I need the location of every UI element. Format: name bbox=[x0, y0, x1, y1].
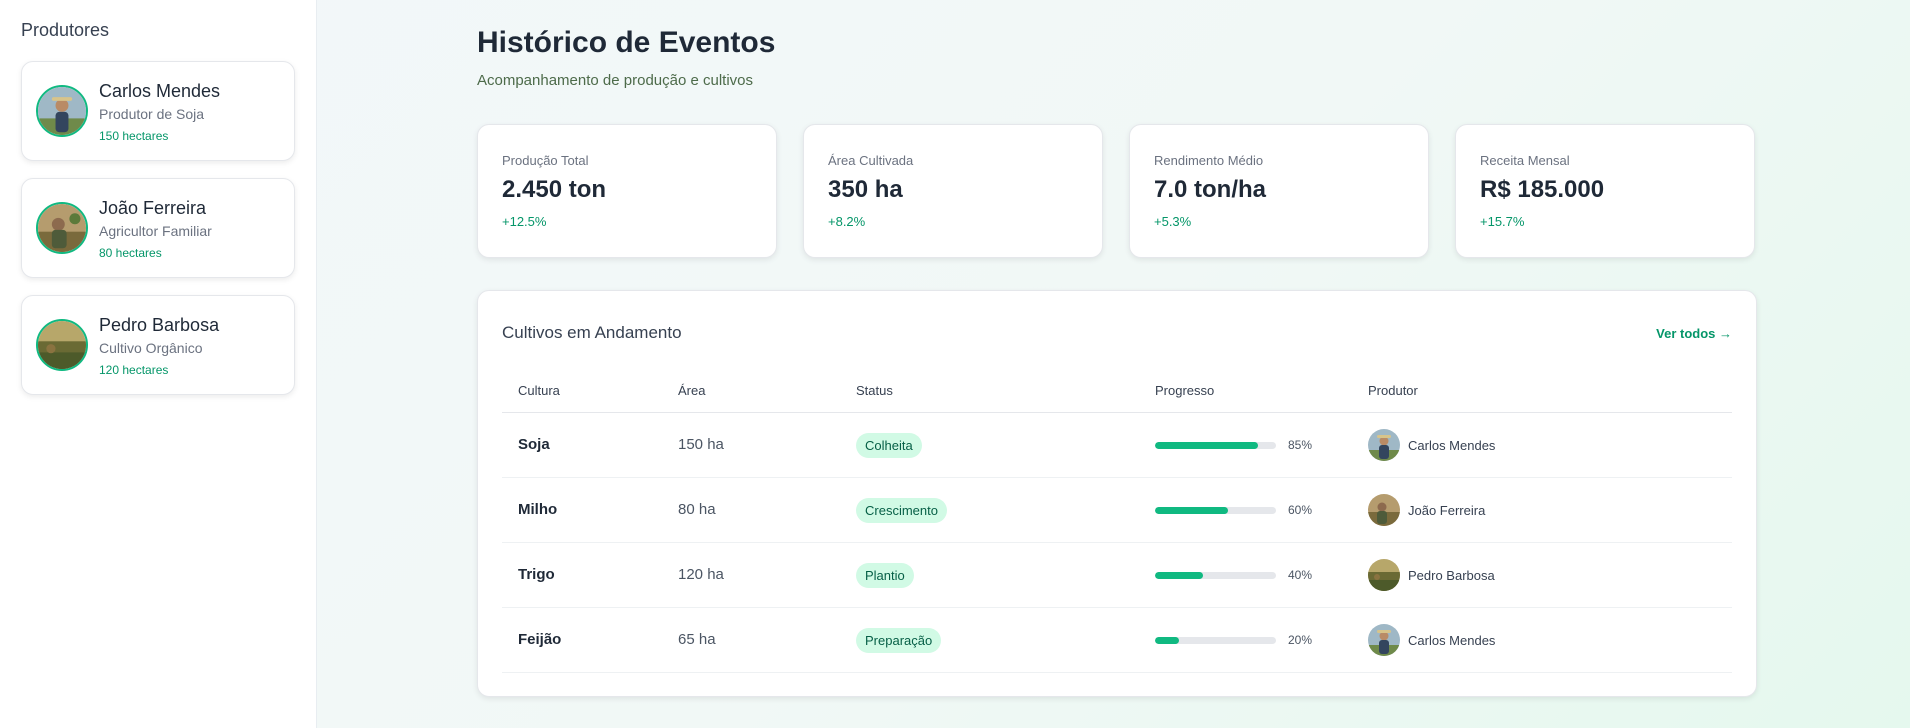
crop-area: 120 ha bbox=[678, 566, 724, 583]
column-header-progress: Progresso bbox=[1155, 383, 1215, 398]
stat-value: 350 ha bbox=[828, 176, 903, 203]
crop-name: Soja bbox=[518, 436, 550, 453]
stat-change: +15.7% bbox=[1480, 214, 1525, 229]
progress-fill bbox=[1155, 571, 1204, 579]
producer-card-pedro-barbosa[interactable]: Pedro Barbosa Cultivo Orgânico 120 hecta… bbox=[21, 295, 295, 395]
producer-name: Carlos Mendes bbox=[1408, 632, 1496, 648]
view-all-link[interactable]: Ver todos → bbox=[1656, 325, 1732, 341]
stat-value: 7.0 ton/ha bbox=[1154, 176, 1267, 203]
producer-role: Produtor de Soja bbox=[99, 105, 205, 122]
producer-name: Pedro Barbosa bbox=[1408, 567, 1495, 583]
stat-change: +5.3% bbox=[1154, 214, 1192, 229]
progress-bar bbox=[1155, 506, 1276, 514]
table-title: Cultivos em Andamento bbox=[502, 323, 682, 342]
progress-cell: 85% bbox=[1155, 438, 1368, 452]
progress-percent: 40% bbox=[1288, 568, 1313, 582]
progress-bar bbox=[1155, 441, 1276, 449]
stat-value: 2.450 ton bbox=[502, 176, 607, 203]
producer-area: 80 hectares bbox=[99, 245, 162, 260]
progress-bar bbox=[1155, 571, 1276, 579]
crop-name: Milho bbox=[518, 501, 558, 518]
column-header-status: Status bbox=[856, 383, 893, 398]
producer-name: Pedro Barbosa bbox=[99, 314, 220, 335]
progress-percent: 85% bbox=[1288, 438, 1313, 452]
progress-cell: 60% bbox=[1155, 503, 1368, 517]
avatar bbox=[36, 85, 88, 137]
avatar bbox=[36, 319, 88, 371]
progress-percent: 20% bbox=[1288, 633, 1313, 647]
avatar bbox=[1368, 559, 1400, 591]
producer-card-carlos-mendes[interactable]: Carlos Mendes Produtor de Soja 150 hecta… bbox=[21, 61, 295, 161]
table-header: Cultivos em Andamento Ver todos → bbox=[502, 291, 1732, 367]
producer-cell: Carlos Mendes bbox=[1368, 429, 1732, 461]
status-badge: Colheita bbox=[856, 432, 922, 458]
producer-name: João Ferreira bbox=[1408, 502, 1486, 518]
producer-area: 150 hectares bbox=[99, 128, 169, 143]
stats-row: Produção Total 2.450 ton +12.5% Área Cul… bbox=[477, 124, 1755, 258]
table-row[interactable]: Feijão 65 ha Preparação 20% Carlos Mende… bbox=[502, 608, 1732, 673]
status-badge: Crescimento bbox=[856, 497, 947, 523]
table-row[interactable]: Milho 80 ha Crescimento 60% João Ferreir… bbox=[502, 478, 1732, 543]
stat-card-cultivated-area: Área Cultivada 350 ha +8.2% bbox=[803, 124, 1103, 258]
crop-area: 80 ha bbox=[678, 501, 716, 518]
status-badge: Preparação bbox=[856, 627, 942, 653]
progress-cell: 20% bbox=[1155, 633, 1368, 647]
stat-card-average-yield: Rendimento Médio 7.0 ton/ha +5.3% bbox=[1129, 124, 1429, 258]
producer-name: Carlos Mendes bbox=[1408, 437, 1496, 453]
column-header-area: Área bbox=[678, 383, 706, 398]
producer-cell: Carlos Mendes bbox=[1368, 624, 1732, 656]
producer-name: João Ferreira bbox=[99, 197, 207, 218]
producer-role: Cultivo Orgânico bbox=[99, 339, 203, 356]
progress-fill bbox=[1155, 441, 1258, 449]
column-header-crop: Cultura bbox=[518, 383, 560, 398]
producer-area: 120 hectares bbox=[99, 362, 169, 377]
stat-value: R$ 185.000 bbox=[1480, 176, 1605, 203]
producer-card-joao-ferreira[interactable]: João Ferreira Agricultor Familiar 80 hec… bbox=[21, 178, 295, 278]
producer-role: Agricultor Familiar bbox=[99, 222, 212, 239]
stat-label: Produção Total bbox=[502, 153, 589, 168]
avatar bbox=[36, 202, 88, 254]
stat-card-total-production: Produção Total 2.450 ton +12.5% bbox=[477, 124, 777, 258]
avatar bbox=[1368, 624, 1400, 656]
page-title: Histórico de Eventos bbox=[477, 26, 776, 59]
progress-cell: 40% bbox=[1155, 568, 1368, 582]
table-row[interactable]: Trigo 120 ha Plantio 40% Pedro Barbosa bbox=[502, 543, 1732, 608]
producer-cell: Pedro Barbosa bbox=[1368, 559, 1732, 591]
table-head: Cultura Área Status Progresso Produtor bbox=[502, 367, 1732, 413]
crop-name: Feijão bbox=[518, 631, 562, 648]
progress-fill bbox=[1155, 636, 1180, 644]
progress-bar bbox=[1155, 636, 1276, 644]
crop-area: 65 ha bbox=[678, 631, 716, 648]
producers-sidebar: Produtores Carlos Mendes Produtor de Soj… bbox=[0, 0, 317, 728]
stat-change: +8.2% bbox=[828, 214, 866, 229]
status-badge: Plantio bbox=[856, 562, 914, 588]
producer-name: Carlos Mendes bbox=[99, 80, 221, 101]
stat-label: Rendimento Médio bbox=[1154, 153, 1264, 168]
stat-label: Receita Mensal bbox=[1480, 153, 1570, 168]
stat-change: +12.5% bbox=[502, 214, 547, 229]
progress-percent: 60% bbox=[1288, 503, 1313, 517]
crop-area: 150 ha bbox=[678, 436, 724, 453]
producer-cell: João Ferreira bbox=[1368, 494, 1732, 526]
page-subtitle: Acompanhamento de produção e cultivos bbox=[477, 72, 754, 89]
progress-fill bbox=[1155, 506, 1228, 514]
sidebar-title: Produtores bbox=[21, 20, 110, 40]
table-row[interactable]: Soja 150 ha Colheita 85% Carlos Mendes bbox=[502, 413, 1732, 478]
stat-label: Área Cultivada bbox=[828, 153, 914, 168]
stat-card-monthly-revenue: Receita Mensal R$ 185.000 +15.7% bbox=[1455, 124, 1755, 258]
avatar bbox=[1368, 494, 1400, 526]
crops-table-card: Cultivos em Andamento Ver todos → Cultur… bbox=[477, 290, 1757, 697]
column-header-producer: Produtor bbox=[1368, 383, 1418, 398]
crop-name: Trigo bbox=[518, 566, 555, 583]
avatar bbox=[1368, 429, 1400, 461]
